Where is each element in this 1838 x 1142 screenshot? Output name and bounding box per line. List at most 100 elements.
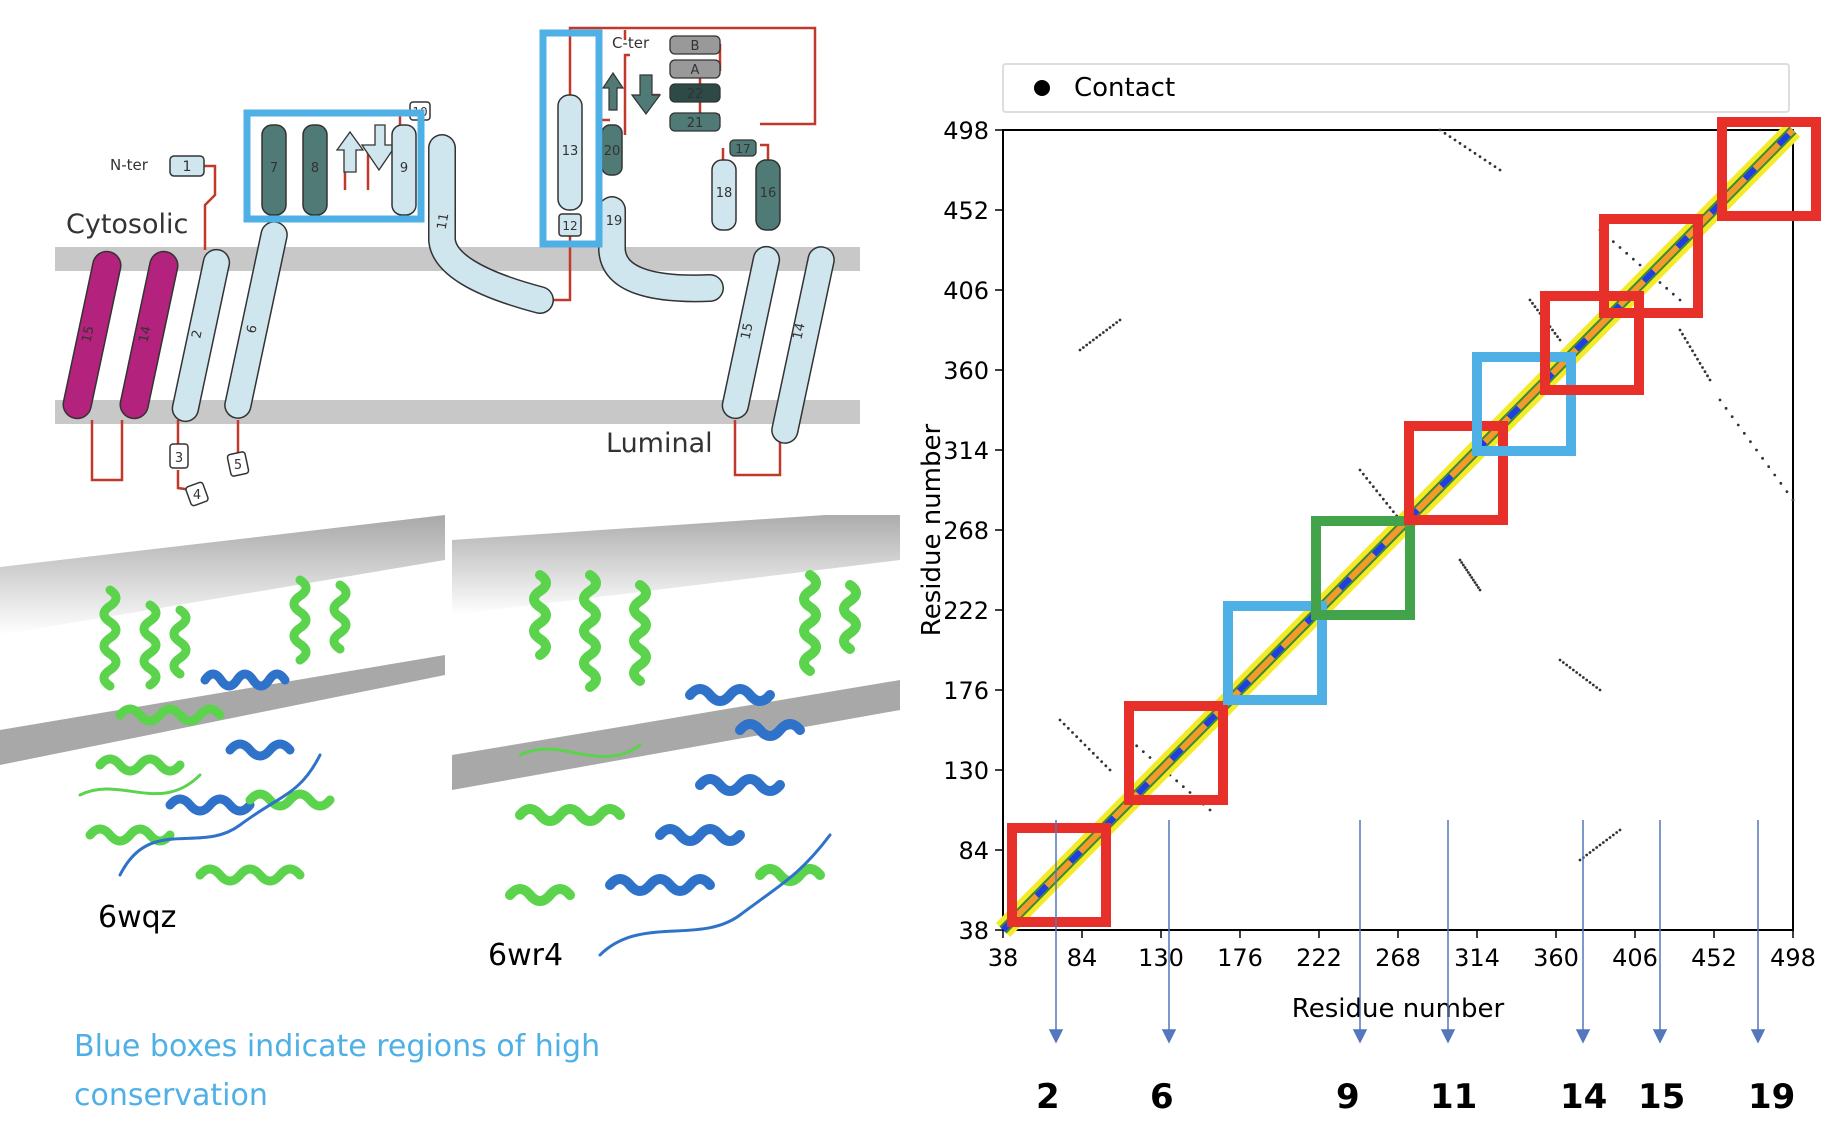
svg-text:15: 15 xyxy=(739,322,757,341)
helix-15-left: 15 xyxy=(62,250,122,420)
contact-point xyxy=(1087,747,1091,751)
contact-point xyxy=(1498,168,1502,172)
contact-point xyxy=(1736,423,1740,427)
marker-arrow-head xyxy=(1440,1029,1456,1044)
contact-point xyxy=(1565,663,1569,667)
contact-point xyxy=(1561,661,1565,664)
contact-point xyxy=(1468,573,1472,577)
helix-marker-number: 15 xyxy=(1638,1077,1686,1117)
protein-6wr4 xyxy=(505,570,861,957)
luminal-label: Luminal xyxy=(606,428,713,459)
contact-point xyxy=(1488,161,1492,165)
contact-point xyxy=(1703,370,1707,374)
contact-point xyxy=(1105,328,1109,332)
contact-point xyxy=(1693,353,1697,357)
contact-point xyxy=(1742,431,1746,435)
contact-point xyxy=(1361,472,1365,476)
svg-text:5: 5 xyxy=(234,458,242,473)
contact-point xyxy=(1078,348,1082,352)
contact-point xyxy=(1458,141,1462,145)
marker-arrow-head xyxy=(1652,1029,1668,1044)
svg-text:4: 4 xyxy=(193,488,201,503)
contact-point xyxy=(1438,128,1442,132)
contact-point xyxy=(1575,671,1579,674)
structure-panels: 6wqz 6wr4 xyxy=(0,515,900,973)
y-tick-label: 176 xyxy=(943,677,989,705)
x-tick-label: 452 xyxy=(1691,944,1737,972)
region-box-red-3 xyxy=(1404,421,1508,525)
contact-point xyxy=(1730,415,1734,419)
contact-point xyxy=(1188,791,1192,794)
contact-point xyxy=(1141,750,1145,754)
strand-down-arrow xyxy=(360,124,398,172)
x-tick-label: 84 xyxy=(1067,944,1098,972)
contact-point xyxy=(1598,688,1602,692)
helix-13 xyxy=(557,94,583,211)
svg-text:B: B xyxy=(691,39,700,54)
contact-point xyxy=(1358,468,1362,472)
contact-point xyxy=(1478,155,1482,159)
x-tick-label: 38 xyxy=(988,944,1019,972)
contact-point xyxy=(1598,843,1602,847)
marker-arrow-head xyxy=(1048,1029,1064,1044)
contact-point xyxy=(1468,148,1472,152)
svg-text:22: 22 xyxy=(687,87,704,102)
svg-text:2: 2 xyxy=(189,329,205,340)
contact-point xyxy=(1062,722,1066,726)
y-tick-label: 268 xyxy=(943,517,989,545)
helix-2: 2 xyxy=(171,248,231,423)
contact-point xyxy=(1625,251,1629,255)
contact-point xyxy=(1591,683,1595,687)
svg-text:21: 21 xyxy=(687,116,704,131)
contact-point xyxy=(1591,848,1595,852)
n-ter-label: N-ter xyxy=(110,156,149,174)
contact-point xyxy=(1779,481,1783,485)
contact-point xyxy=(1079,739,1083,743)
contact-point xyxy=(1608,836,1612,839)
membrane-slab-left-bottom xyxy=(0,655,445,765)
contact-point xyxy=(1615,831,1619,834)
helix-8 xyxy=(302,124,328,216)
marker-arrow-head xyxy=(1352,1029,1368,1044)
contact-point xyxy=(1618,828,1622,832)
contact-point xyxy=(1071,731,1074,734)
structure-label-6wr4: 6wr4 xyxy=(488,938,563,973)
contact-point xyxy=(1531,301,1534,305)
y-tick-label: 406 xyxy=(943,277,989,305)
contact-point xyxy=(1556,335,1559,339)
contact-point xyxy=(1476,586,1480,589)
helix-18 xyxy=(711,159,737,231)
contact-point xyxy=(1533,305,1537,309)
helix-9 xyxy=(391,124,417,216)
svg-text:3: 3 xyxy=(175,451,183,466)
helix-12 xyxy=(558,213,582,237)
x-tick-label: 498 xyxy=(1770,944,1816,972)
svg-text:15: 15 xyxy=(80,325,98,344)
legend-contact-label: Contact xyxy=(1074,73,1176,103)
region-box-red-1 xyxy=(1007,823,1111,927)
contact-point xyxy=(1098,333,1102,337)
contact-point xyxy=(1466,571,1470,574)
protein-6wqz xyxy=(78,575,351,886)
contact-point xyxy=(1085,343,1089,347)
cytosolic-label: Cytosolic xyxy=(66,209,188,240)
contact-point xyxy=(1391,510,1395,514)
x-tick-label: 176 xyxy=(1217,944,1263,972)
contact-point xyxy=(1688,345,1692,349)
contact-point xyxy=(1371,485,1375,489)
contact-point xyxy=(1761,456,1764,460)
contact-point xyxy=(1618,246,1622,249)
helix-16 xyxy=(755,159,781,231)
contact-point xyxy=(1181,785,1185,789)
contact-point xyxy=(1588,851,1592,854)
contact-point xyxy=(1381,497,1385,501)
contact-point xyxy=(1578,673,1582,677)
contact-point xyxy=(1148,756,1152,759)
contact-point xyxy=(1536,308,1539,312)
svg-text:12: 12 xyxy=(562,219,577,233)
contact-point xyxy=(1767,465,1771,469)
contact-point xyxy=(1749,440,1752,444)
contact-point xyxy=(1773,473,1777,477)
